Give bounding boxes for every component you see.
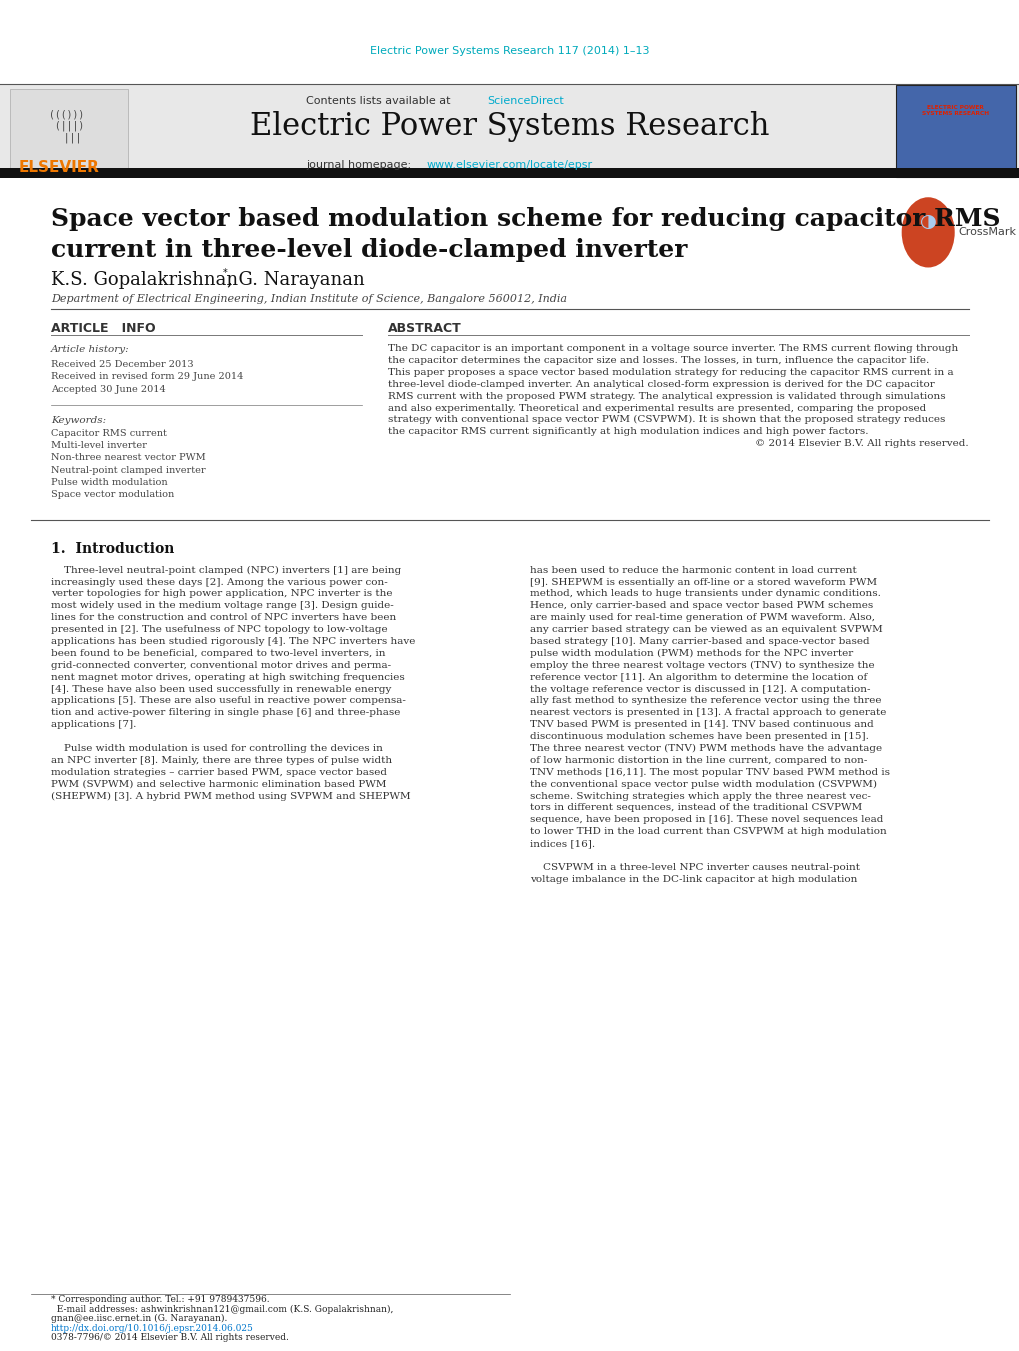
Text: and also experimentally. Theoretical and experimental results are presented, com: and also experimentally. Theoretical and… [387,404,925,412]
Text: K.S. Gopalakrishnan: K.S. Gopalakrishnan [51,270,237,289]
Text: increasingly used these days [2]. Among the various power con-: increasingly used these days [2]. Among … [51,577,387,586]
Text: [9]. SHEPWM is essentially an off-line or a stored waveform PWM: [9]. SHEPWM is essentially an off-line o… [530,577,876,586]
Text: journal homepage:: journal homepage: [306,159,414,170]
Text: to lower THD in the load current than CSVPWM at high modulation: to lower THD in the load current than CS… [530,827,887,836]
Text: lines for the construction and control of NPC inverters have been: lines for the construction and control o… [51,613,395,623]
Text: applications [5]. These are also useful in reactive power compensa-: applications [5]. These are also useful … [51,696,406,705]
Text: any carrier based strategy can be viewed as an equivalent SVPWM: any carrier based strategy can be viewed… [530,626,882,634]
Text: CrossMark: CrossMark [958,227,1016,238]
Text: the voltage reference vector is discussed in [12]. A computation-: the voltage reference vector is discusse… [530,685,870,693]
Text: employ the three nearest voltage vectors (TNV) to synthesize the: employ the three nearest voltage vectors… [530,661,874,670]
Text: Electric Power Systems Research: Electric Power Systems Research [250,111,769,142]
Text: Received 25 December 2013: Received 25 December 2013 [51,361,194,369]
Bar [895,85,1015,177]
Text: tors in different sequences, instead of the traditional CSVPWM: tors in different sequences, instead of … [530,804,862,812]
Text: , G. Narayanan: , G. Narayanan [227,270,365,289]
Text: scheme. Switching strategies which apply the three nearest vec-: scheme. Switching strategies which apply… [530,792,870,801]
Text: PWM (SVPWM) and selective harmonic elimination based PWM: PWM (SVPWM) and selective harmonic elimi… [51,780,386,789]
Text: Hence, only carrier-based and space vector based PWM schemes: Hence, only carrier-based and space vect… [530,601,873,611]
Text: tion and active-power filtering in single phase [6] and three-phase: tion and active-power filtering in singl… [51,708,400,717]
Text: Capacitor RMS current: Capacitor RMS current [51,430,167,438]
Text: method, which leads to huge transients under dynamic conditions.: method, which leads to huge transients u… [530,589,880,598]
Text: sequence, have been proposed in [16]. These novel sequences lead: sequence, have been proposed in [16]. Th… [530,815,882,824]
Text: Space vector modulation: Space vector modulation [51,490,174,499]
Text: Three-level neutral-point clamped (NPC) inverters [1] are being: Three-level neutral-point clamped (NPC) … [51,566,400,574]
Text: are mainly used for real-time generation of PWM waveform. Also,: are mainly used for real-time generation… [530,613,874,623]
Text: verter topologies for high power application, NPC inverter is the: verter topologies for high power applica… [51,589,392,598]
Text: Accepted 30 June 2014: Accepted 30 June 2014 [51,385,166,393]
Text: TNV methods [16,11]. The most popular TNV based PWM method is: TNV methods [16,11]. The most popular TN… [530,767,890,777]
Text: nent magnet motor drives, operating at high switching frequencies: nent magnet motor drives, operating at h… [51,673,405,682]
Text: Article history:: Article history: [51,346,129,354]
Bar [0,168,1019,178]
Text: Space vector based modulation scheme for reducing capacitor RMS: Space vector based modulation scheme for… [51,207,1000,231]
Text: the capacitor determines the capacitor size and losses. The losses, in turn, inf: the capacitor determines the capacitor s… [387,355,928,365]
Text: The DC capacitor is an important component in a voltage source inverter. The RMS: The DC capacitor is an important compone… [387,345,957,353]
Text: Non-three nearest vector PWM: Non-three nearest vector PWM [51,454,206,462]
Text: strategy with conventional space vector PWM (CSVPWM). It is shown that the propo: strategy with conventional space vector … [387,415,944,424]
Text: *: * [222,267,227,278]
Text: 1.  Introduction: 1. Introduction [51,542,174,555]
Text: TNV based PWM is presented in [14]. TNV based continuous and: TNV based PWM is presented in [14]. TNV … [530,720,873,730]
Text: based strategy [10]. Many carrier-based and space-vector based: based strategy [10]. Many carrier-based … [530,636,869,646]
Text: grid-connected converter, conventional motor drives and perma-: grid-connected converter, conventional m… [51,661,390,670]
Text: discontinuous modulation schemes have been presented in [15].: discontinuous modulation schemes have be… [530,732,868,742]
Text: ◑: ◑ [919,212,935,231]
Text: The three nearest vector (TNV) PWM methods have the advantage: The three nearest vector (TNV) PWM metho… [530,744,881,753]
Text: ABSTRACT: ABSTRACT [387,322,461,335]
Text: Electric Power Systems Research 117 (2014) 1–13: Electric Power Systems Research 117 (201… [370,46,649,57]
Text: (SHEPWM) [3]. A hybrid PWM method using SVPWM and SHEPWM: (SHEPWM) [3]. A hybrid PWM method using … [51,792,411,801]
Text: gnan@ee.iisc.ernet.in (G. Narayanan).: gnan@ee.iisc.ernet.in (G. Narayanan). [51,1315,227,1323]
Bar [0,84,1019,178]
Text: nearest vectors is presented in [13]. A fractal approach to generate: nearest vectors is presented in [13]. A … [530,708,886,717]
Text: * Corresponding author. Tel.: +91 9789437596.: * Corresponding author. Tel.: +91 978943… [51,1296,269,1304]
Text: an NPC inverter [8]. Mainly, there are three types of pulse width: an NPC inverter [8]. Mainly, there are t… [51,755,391,765]
Text: has been used to reduce the harmonic content in load current: has been used to reduce the harmonic con… [530,566,856,574]
Text: Pulse width modulation: Pulse width modulation [51,478,167,486]
Text: E-mail addresses: ashwinkrishnan121@gmail.com (K.S. Gopalakrishnan),: E-mail addresses: ashwinkrishnan121@gmai… [51,1305,393,1313]
Text: current in three-level diode-clamped inverter: current in three-level diode-clamped inv… [51,238,687,262]
Circle shape [901,197,954,267]
Text: www.elsevier.com/locate/epsr: www.elsevier.com/locate/epsr [426,159,592,170]
Text: voltage imbalance in the DC-link capacitor at high modulation: voltage imbalance in the DC-link capacit… [530,874,857,884]
Text: ((()))
 (|||)
  |||: ((())) (|||) ||| [49,109,84,143]
Text: the conventional space vector pulse width modulation (CSVPWM): the conventional space vector pulse widt… [530,780,876,789]
Text: applications has been studied rigorously [4]. The NPC inverters have: applications has been studied rigorously… [51,636,415,646]
Text: [4]. These have also been used successfully in renewable energy: [4]. These have also been used successfu… [51,685,391,693]
Text: ELSEVIER: ELSEVIER [18,159,99,176]
Text: © 2014 Elsevier B.V. All rights reserved.: © 2014 Elsevier B.V. All rights reserved… [755,439,968,449]
Text: ELECTRIC POWER
SYSTEMS RESEARCH: ELECTRIC POWER SYSTEMS RESEARCH [921,105,988,116]
Text: Multi-level inverter: Multi-level inverter [51,442,147,450]
Text: of low harmonic distortion in the line current, compared to non-: of low harmonic distortion in the line c… [530,755,867,765]
Text: Contents lists available at: Contents lists available at [306,96,453,107]
Text: Keywords:: Keywords: [51,416,106,424]
Text: indices [16].: indices [16]. [530,839,595,848]
Text: been found to be beneficial, compared to two-level inverters, in: been found to be beneficial, compared to… [51,648,385,658]
Text: reference vector [11]. An algorithm to determine the location of: reference vector [11]. An algorithm to d… [530,673,867,682]
Text: the capacitor RMS current significantly at high modulation indices and high powe: the capacitor RMS current significantly … [387,427,867,436]
Text: ScienceDirect: ScienceDirect [487,96,564,107]
Text: ARTICLE   INFO: ARTICLE INFO [51,322,156,335]
Text: 0378-7796/© 2014 Elsevier B.V. All rights reserved.: 0378-7796/© 2014 Elsevier B.V. All right… [51,1333,288,1342]
Text: This paper proposes a space vector based modulation strategy for reducing the ca: This paper proposes a space vector based… [387,367,953,377]
Text: http://dx.doi.org/10.1016/j.epsr.2014.06.025: http://dx.doi.org/10.1016/j.epsr.2014.06… [51,1324,254,1332]
Text: CSVPWM in a three-level NPC inverter causes neutral-point: CSVPWM in a three-level NPC inverter cau… [530,863,860,871]
Text: Received in revised form 29 June 2014: Received in revised form 29 June 2014 [51,373,244,381]
Text: Neutral-point clamped inverter: Neutral-point clamped inverter [51,466,206,474]
Text: RMS current with the proposed PWM strategy. The analytical expression is validat: RMS current with the proposed PWM strate… [387,392,945,401]
Text: Department of Electrical Engineering, Indian Institute of Science, Bangalore 560: Department of Electrical Engineering, In… [51,293,567,304]
Bar [10,89,127,173]
Text: ally fast method to synthesize the reference vector using the three: ally fast method to synthesize the refer… [530,696,881,705]
Text: presented in [2]. The usefulness of NPC topology to low-voltage: presented in [2]. The usefulness of NPC … [51,626,387,634]
Text: applications [7].: applications [7]. [51,720,137,730]
Text: Pulse width modulation is used for controlling the devices in: Pulse width modulation is used for contr… [51,744,382,753]
Text: most widely used in the medium voltage range [3]. Design guide-: most widely used in the medium voltage r… [51,601,393,611]
Text: modulation strategies – carrier based PWM, space vector based: modulation strategies – carrier based PW… [51,767,386,777]
Text: three-level diode-clamped inverter. An analytical closed-form expression is deri: three-level diode-clamped inverter. An a… [387,380,933,389]
Text: pulse width modulation (PWM) methods for the NPC inverter: pulse width modulation (PWM) methods for… [530,648,853,658]
